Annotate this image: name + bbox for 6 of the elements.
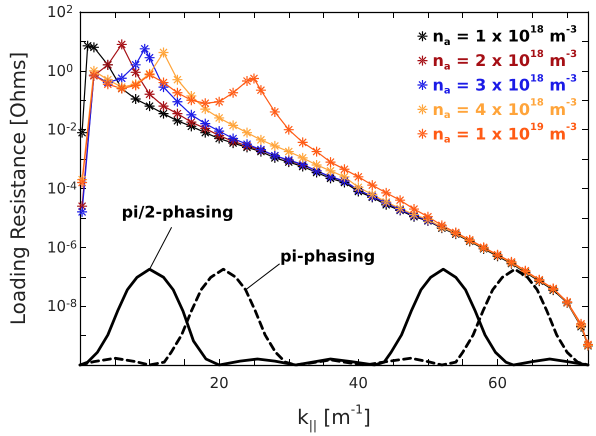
x-tick-label: 40	[348, 374, 368, 392]
annotation: pi-phasing	[280, 246, 376, 266]
x-tick-label: 60	[488, 374, 508, 392]
x-tick-label: 20	[210, 374, 229, 392]
annotation: pi/2-phasing	[122, 202, 234, 222]
y-axis-title: Loading Resistance [Ohms]	[6, 52, 30, 326]
